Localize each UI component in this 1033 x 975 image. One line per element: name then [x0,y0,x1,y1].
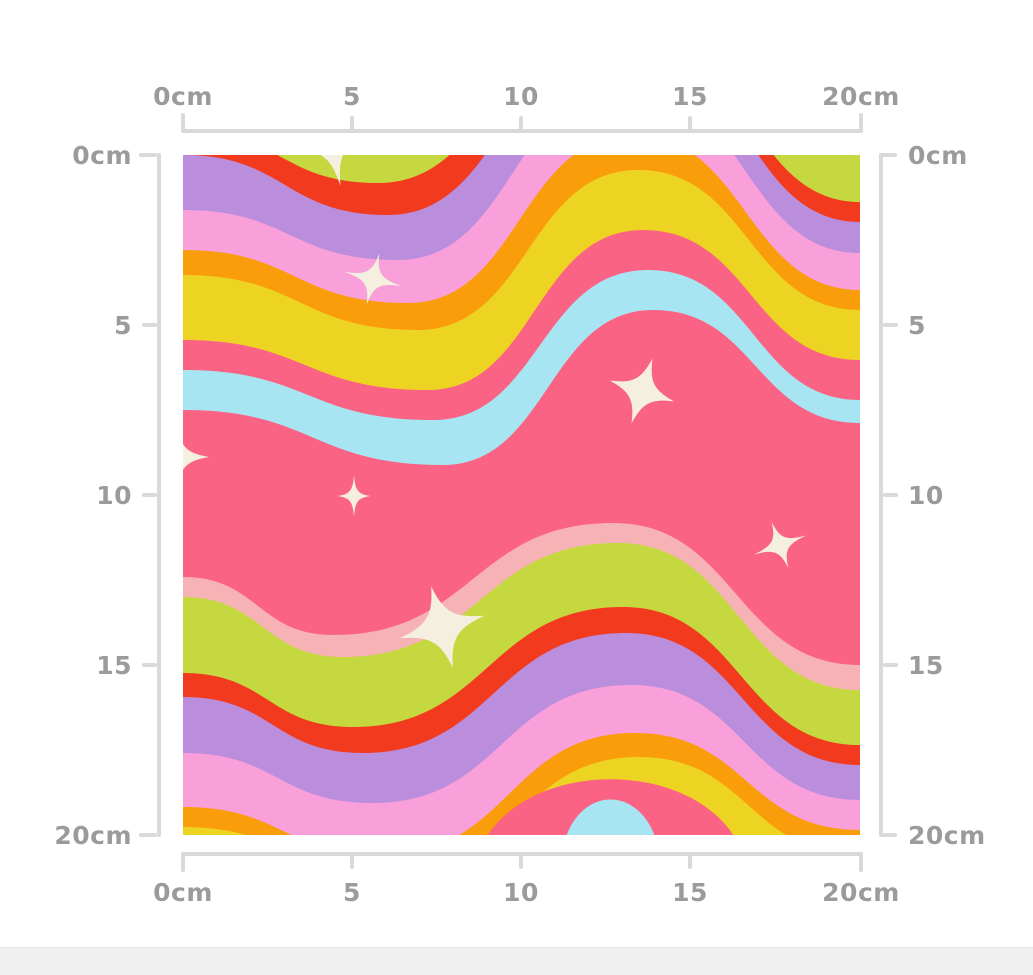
ruler-bottom-label-1: 5 [343,878,361,907]
ruler-left-label-3: 15 [96,651,132,680]
ruler-top-tick-4 [859,113,863,131]
ruler-left-label-0: 0cm [72,141,132,170]
footer-strip [0,947,1033,975]
ruler-right-tick-0 [879,153,897,157]
ruler-top-tick-0 [181,113,185,131]
ruler-top-tick-1 [350,116,354,131]
ruler-right-label-1: 5 [908,311,926,340]
ruler-right-label-2: 10 [908,481,944,510]
ruler-right-tick-3 [883,663,898,667]
ruler-top-label-4: 20cm [822,82,900,111]
ruler-left-tick-0 [139,153,157,157]
ruler-bottom-label-3: 15 [672,878,708,907]
ruler-left-label-1: 5 [114,311,132,340]
ruler-left-tick-2 [142,493,157,497]
band-light-blue-bottom-arch [566,799,655,835]
ruler-bottom-label-0: 0cm [153,878,213,907]
ruler-top-label-0: 0cm [153,82,213,111]
ruler-right-label-3: 15 [908,651,944,680]
ruler-bottom-tick-1 [350,854,354,869]
fabric-swatch-preview [183,155,860,835]
ruler-left-label-4: 20cm [54,821,132,850]
band-lime-top [277,155,860,202]
ruler-left-line [157,153,161,837]
ruler-top-label-2: 10 [503,82,539,111]
ruler-right-tick-1 [883,323,898,327]
ruler-left-tick-3 [142,663,157,667]
ruler-top-tick-2 [519,116,523,131]
ruler-left-tick-1 [142,323,157,327]
ruler-bottom-tick-3 [688,854,692,869]
ruler-right-label-0: 0cm [908,141,968,170]
ruler-bottom-tick-4 [859,854,863,872]
ruler-top-tick-3 [688,116,692,131]
ruler-top-label-3: 15 [672,82,708,111]
ruler-left-label-2: 10 [96,481,132,510]
ruler-bottom-tick-2 [519,854,523,869]
ruler-top-line [181,129,863,133]
ruler-right-label-4: 20cm [908,821,986,850]
ruler-right-line [879,153,883,837]
ruler-right-tick-2 [883,493,898,497]
ruler-bottom-label-4: 20cm [822,878,900,907]
ruler-bottom-label-2: 10 [503,878,539,907]
ruler-left-tick-4 [139,833,157,837]
ruler-bottom-tick-0 [181,854,185,872]
ruler-right-tick-4 [879,833,897,837]
ruler-top-label-1: 5 [343,82,361,111]
